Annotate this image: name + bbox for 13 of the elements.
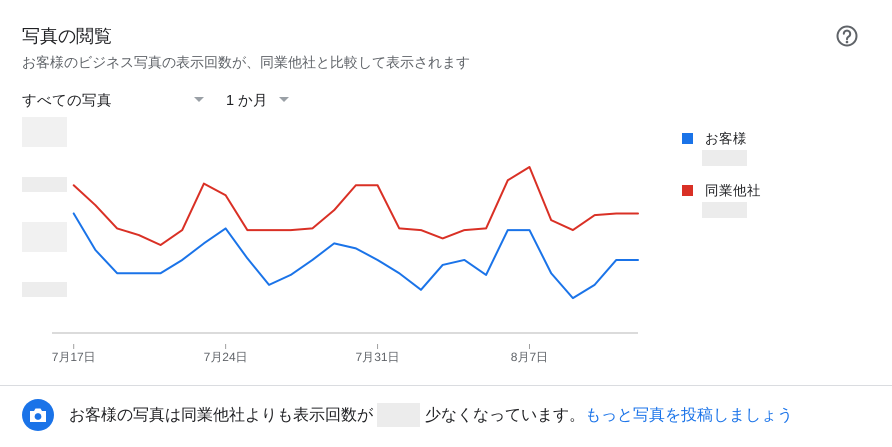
text: もっと写真を投稿しましょう [585, 406, 793, 426]
text: お客様の写真は同業他社よりも表示回数が [69, 406, 373, 426]
x-tick-label: 8月7日 [510, 350, 548, 364]
chart-title: 写真の閲覧 [22, 26, 112, 46]
chart-subtitle: お客様のビジネス写真の表示回数が、同業他社と比較して表示されます [22, 54, 470, 70]
legend-label: 同業他社 [705, 183, 761, 198]
x-tick-label: 7月31日 [356, 350, 400, 364]
text: 1 か月 [226, 93, 268, 109]
legend-label: お客様 [705, 131, 747, 146]
text: すべての写真 [22, 92, 112, 109]
text: 少なくなっています。 [425, 406, 585, 426]
x-tick-label: 7月17日 [52, 350, 96, 364]
x-tick-label: 7月24日 [204, 350, 248, 364]
